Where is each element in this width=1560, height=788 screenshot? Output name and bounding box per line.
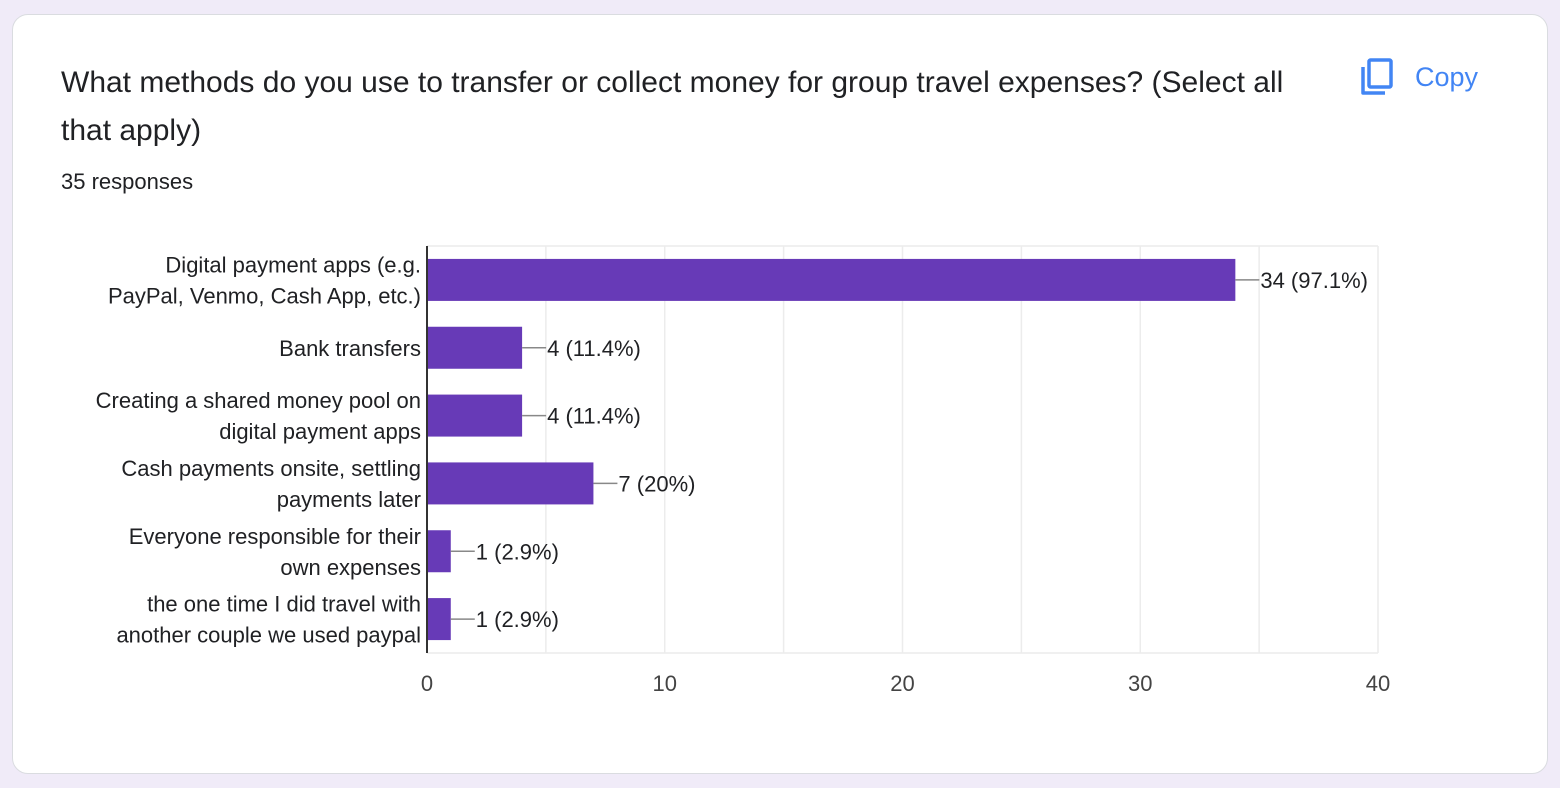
category-label: Digital payment apps (e.g. PayPal, Venmo,… [108,252,421,308]
category-label-line: another couple we used paypal [116,623,421,648]
data-label: 1 (2.9%) [476,607,559,632]
category-label-line: PayPal, Venmo, Cash App, etc.) [108,283,421,308]
category-label-line: payments later [277,487,421,512]
bar [427,326,523,369]
data-label: 4 (11.4%) [547,336,641,361]
bar [427,394,523,437]
category-label-line: Digital payment apps (e.g. [165,252,421,277]
copy-icon [1361,58,1393,95]
category-label: Everyone responsible for their own expens… [129,524,421,580]
data-label: 1 (2.9%) [476,539,559,564]
category-label-line: Everyone responsible for their [129,524,421,549]
bar [427,598,451,641]
category-label: Cash payments onsite, settling payments l… [121,456,421,512]
copy-button[interactable]: Copy [1359,55,1478,99]
data-label: 7 (20%) [618,471,695,496]
data-label: 4 (11.4%) [547,404,641,429]
copy-label: Copy [1415,61,1479,92]
x-tick-label: 40 [1366,671,1390,696]
category-label: Creating a shared money pool on digital p… [96,388,421,444]
x-tick-label: 20 [890,671,914,696]
category-label-line: Creating a shared money pool on [96,388,421,413]
x-tick-label: 0 [421,671,433,696]
question-title: What methods do you use to transfer or c… [61,66,1284,147]
category-label-line: the one time I did travel with [147,592,421,617]
data-label: 34 (97.1%) [1260,268,1368,293]
category-label: the one time I did travel with another co… [116,592,421,648]
x-tick-label: 30 [1128,671,1152,696]
category-label-line: own expenses [280,555,421,580]
bar [427,462,594,505]
response-count: 35 responses [61,169,194,194]
category-label-line: Bank transfers [279,336,421,361]
x-tick-label: 10 [653,671,677,696]
bar [427,530,451,573]
question-card: What methods do you use to transfer or c… [12,14,1548,774]
category-label-line: digital payment apps [219,419,421,444]
category-label-line: Cash payments onsite, settling [121,456,421,481]
bar [427,258,1236,301]
category-label: Bank transfers [279,336,421,361]
